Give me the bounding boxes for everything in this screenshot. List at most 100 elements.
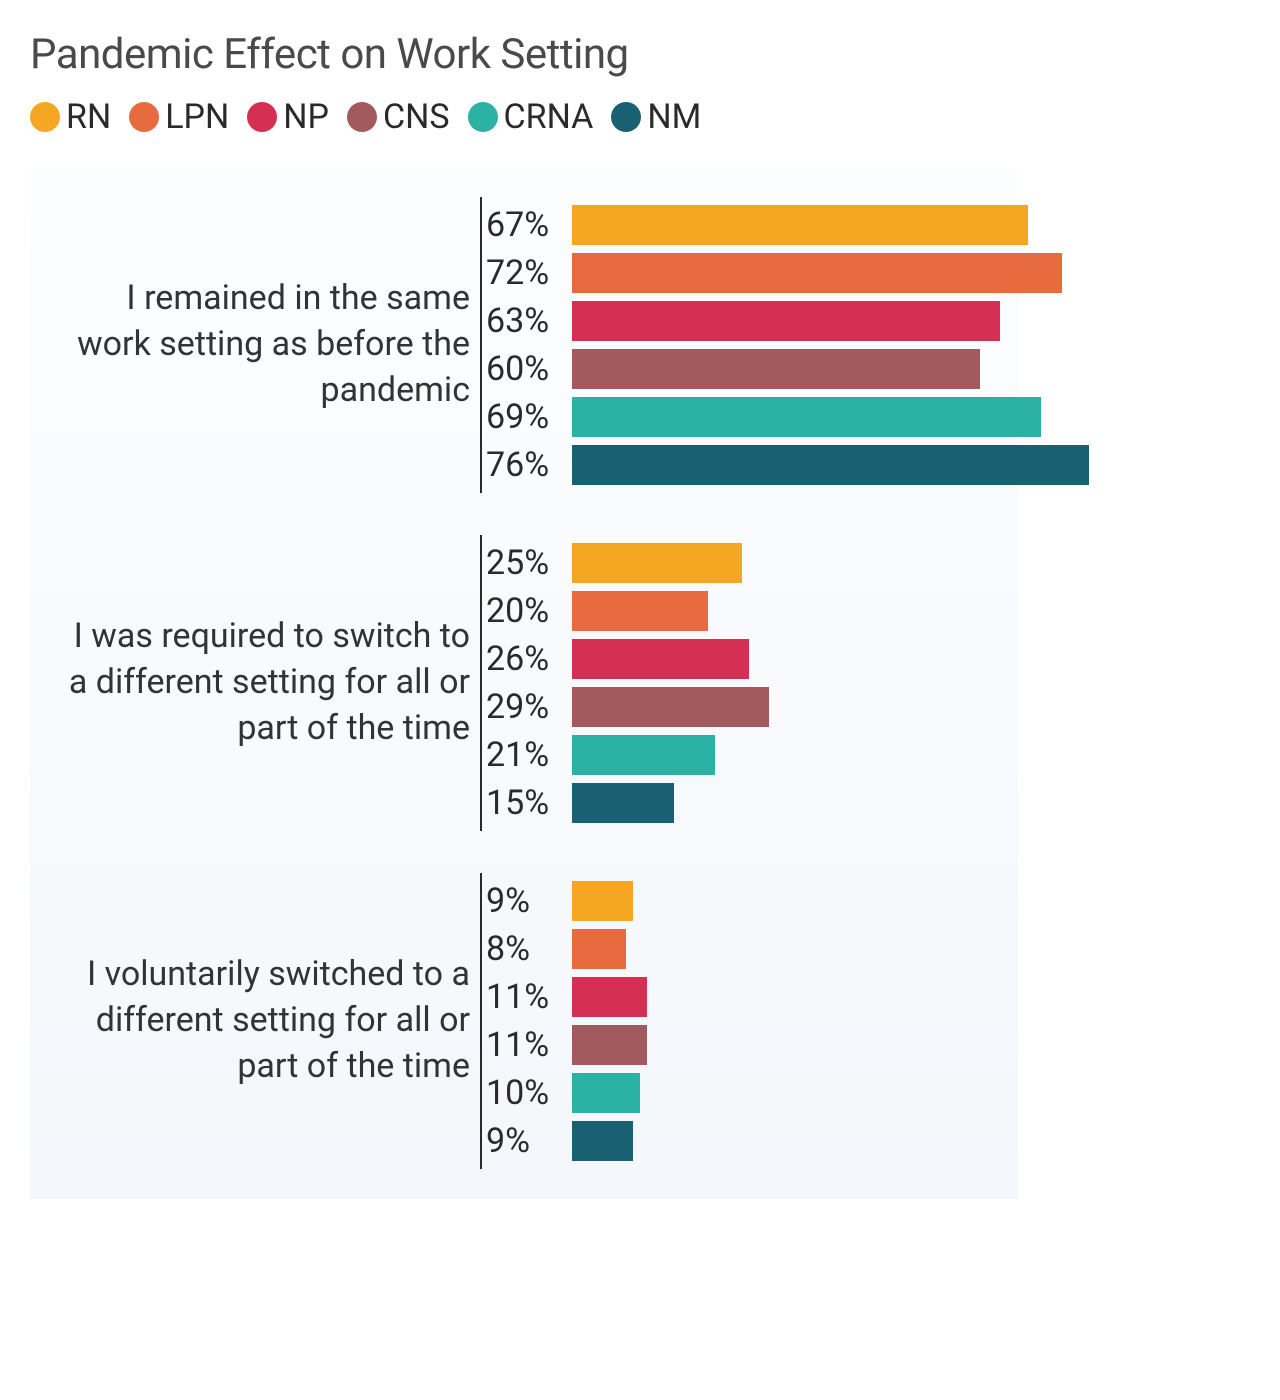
- bar-row: 21%: [482, 731, 998, 779]
- bar-row: 9%: [482, 877, 998, 925]
- bar-row: 69%: [482, 393, 1089, 441]
- pct-label: 60%: [482, 349, 572, 389]
- bar-crna: [572, 1073, 640, 1113]
- bar-area: [572, 973, 998, 1021]
- pct-label: 11%: [482, 1025, 572, 1065]
- legend-item-np: NP: [247, 97, 329, 137]
- bars-wrap: 25% 20% 26% 29% 21% 15%: [480, 535, 998, 831]
- legend-dot-rn: [30, 102, 60, 132]
- pct-label: 63%: [482, 301, 572, 341]
- pct-label: 29%: [482, 687, 572, 727]
- group-label: I voluntarily switched to a different se…: [50, 873, 480, 1169]
- legend-item-rn: RN: [30, 97, 111, 137]
- bar-crna: [572, 735, 715, 775]
- bars-wrap: 9% 8% 11% 11% 10% 9%: [480, 873, 998, 1169]
- legend-dot-cns: [347, 102, 377, 132]
- legend-item-cns: CNS: [347, 97, 450, 137]
- bar-nm: [572, 1121, 633, 1161]
- bar-row: 8%: [482, 925, 998, 973]
- legend-label-lpn: LPN: [165, 97, 229, 137]
- pct-label: 10%: [482, 1073, 572, 1113]
- legend-item-lpn: LPN: [129, 97, 229, 137]
- pct-label: 21%: [482, 735, 572, 775]
- bar-row: 9%: [482, 1117, 998, 1165]
- legend-label-cns: CNS: [383, 97, 450, 137]
- bar-area: [572, 1021, 998, 1069]
- bars-wrap: 67% 72% 63% 60% 69% 76%: [480, 197, 1089, 493]
- bar-area: [572, 393, 1089, 441]
- legend-label-rn: RN: [66, 97, 111, 137]
- group-label: I was required to switch to a different …: [50, 535, 480, 831]
- bar-np: [572, 639, 749, 679]
- bar-row: 11%: [482, 973, 998, 1021]
- pct-label: 20%: [482, 591, 572, 631]
- bar-rn: [572, 881, 633, 921]
- bar-cns: [572, 349, 980, 389]
- legend-dot-crna: [468, 102, 498, 132]
- bar-row: 15%: [482, 779, 998, 827]
- bar-cns: [572, 1025, 647, 1065]
- legend-item-nm: NM: [611, 97, 701, 137]
- bar-area: [572, 587, 998, 635]
- bar-row: 26%: [482, 635, 998, 683]
- pct-label: 9%: [482, 881, 572, 921]
- bar-area: [572, 683, 998, 731]
- bar-area: [572, 345, 1089, 393]
- pct-label: 9%: [482, 1121, 572, 1161]
- bar-lpn: [572, 253, 1062, 293]
- bar-area: [572, 925, 998, 973]
- pct-label: 15%: [482, 783, 572, 823]
- bar-row: 11%: [482, 1021, 998, 1069]
- chart-container: Pandemic Effect on Work Setting RN LPN N…: [0, 0, 1048, 1239]
- bar-area: [572, 1117, 998, 1165]
- bar-lpn: [572, 929, 626, 969]
- bar-np: [572, 301, 1000, 341]
- legend-label-nm: NM: [647, 97, 701, 137]
- legend-dot-nm: [611, 102, 641, 132]
- bar-area: [572, 779, 998, 827]
- bar-crna: [572, 397, 1041, 437]
- bar-area: [572, 297, 1089, 345]
- pct-label: 25%: [482, 543, 572, 583]
- bar-cns: [572, 687, 769, 727]
- pct-label: 69%: [482, 397, 572, 437]
- group-label: I remained in the same work setting as b…: [50, 197, 480, 493]
- pct-label: 76%: [482, 445, 572, 485]
- pct-label: 72%: [482, 253, 572, 293]
- bar-np: [572, 977, 647, 1017]
- bar-row: 29%: [482, 683, 998, 731]
- legend-item-crna: CRNA: [468, 97, 594, 137]
- legend: RN LPN NP CNS CRNA NM: [30, 97, 1018, 137]
- chart-body: I remained in the same work setting as b…: [30, 167, 1018, 1199]
- bar-row: 76%: [482, 441, 1089, 489]
- pct-label: 11%: [482, 977, 572, 1017]
- bar-area: [572, 539, 998, 587]
- bar-lpn: [572, 591, 708, 631]
- legend-dot-lpn: [129, 102, 159, 132]
- bar-nm: [572, 445, 1089, 485]
- group-required: I was required to switch to a different …: [50, 535, 998, 831]
- legend-label-np: NP: [283, 97, 329, 137]
- pct-label: 26%: [482, 639, 572, 679]
- bar-area: [572, 877, 998, 925]
- bar-row: 10%: [482, 1069, 998, 1117]
- group-remained: I remained in the same work setting as b…: [50, 197, 998, 493]
- group-voluntary: I voluntarily switched to a different se…: [50, 873, 998, 1169]
- chart-title: Pandemic Effect on Work Setting: [30, 30, 1018, 79]
- bar-rn: [572, 205, 1028, 245]
- bar-nm: [572, 783, 674, 823]
- legend-dot-np: [247, 102, 277, 132]
- bar-area: [572, 1069, 998, 1117]
- bar-area: [572, 249, 1089, 297]
- bar-area: [572, 731, 998, 779]
- pct-label: 8%: [482, 929, 572, 969]
- bar-row: 25%: [482, 539, 998, 587]
- bar-row: 20%: [482, 587, 998, 635]
- bar-area: [572, 201, 1089, 249]
- bar-row: 63%: [482, 297, 1089, 345]
- bar-row: 60%: [482, 345, 1089, 393]
- bar-area: [572, 441, 1089, 489]
- bar-row: 67%: [482, 201, 1089, 249]
- bar-area: [572, 635, 998, 683]
- bar-rn: [572, 543, 742, 583]
